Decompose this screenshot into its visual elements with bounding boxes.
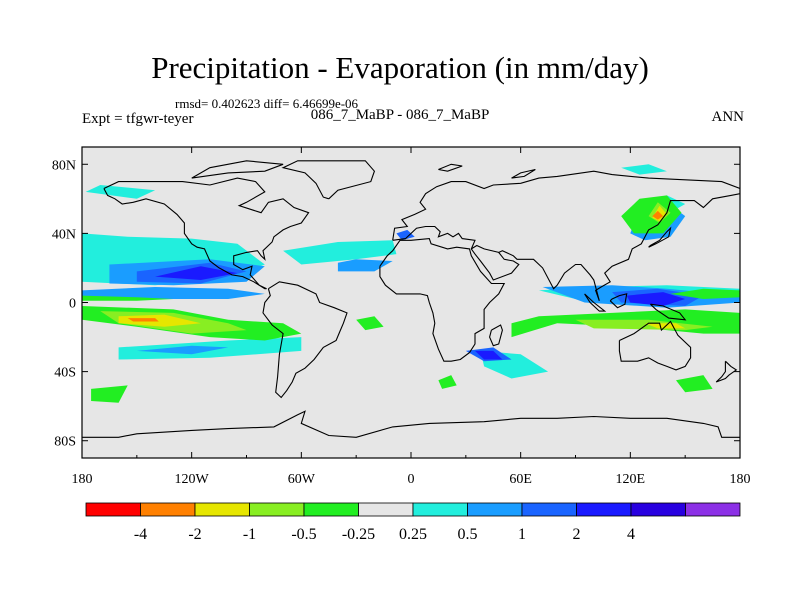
colorbar-swatch [685,502,741,517]
field-region [136,345,229,355]
x-tick-label: 0 [408,472,415,487]
coastline [392,170,740,301]
colorbar-swatch [467,502,523,517]
colorbar-label: -4 [134,526,147,543]
coastline [511,168,536,179]
colorbar-swatch [412,502,468,517]
y-axis: 80N 40N 0 40S 80S [52,158,740,450]
colorbar-label: 2 [573,526,581,543]
colorbar-swatch [85,502,141,517]
field-contours [82,164,740,403]
field-region [118,314,201,327]
field-region [82,295,174,301]
y-tick-label: 80N [52,158,76,173]
colorbar-label: -2 [188,526,201,543]
x-tick-label: 180 [72,472,93,487]
field-region [670,288,740,299]
coastline [618,320,692,371]
field-region [396,229,415,241]
coastline [715,360,738,383]
coastline [191,160,284,179]
coastlines [82,160,740,438]
colorbar-label: 0.25 [399,526,427,543]
coastline [650,303,687,321]
field-region [356,316,384,331]
y-tick-label: 40S [54,366,76,381]
colorbar-swatch [249,502,305,517]
field-region [475,350,503,360]
colorbar-label: 1 [518,526,526,543]
coastline [584,293,607,312]
colorbar-label: -0.5 [291,526,316,543]
colorbar-label: -1 [243,526,256,543]
colorbar-swatch [303,502,359,517]
field-region [85,185,156,199]
y-tick-label: 40N [52,227,76,242]
season-label: ANN [711,109,745,125]
case-label: 086_7_MaBP - 086_7_MaBP [310,107,490,123]
coastline [82,410,740,438]
coastline [609,293,628,309]
field-region [82,287,265,299]
x-tick-label: 60W [288,472,316,487]
field-region [621,164,667,175]
colorbar-swatch [358,502,414,517]
colorbar-label: 4 [627,526,635,543]
x-tick-label: 120W [175,472,210,487]
field-region [91,385,128,403]
x-tick-label: 180 [730,472,751,487]
chart-title: Precipitation - Evaporation (in mm/day) [151,50,649,85]
y-tick-label: 0 [69,297,76,312]
coastline [262,281,348,399]
colorbar-label: -0.25 [342,526,375,543]
colorbar-swatch [194,502,250,517]
coastline [648,226,672,248]
x-tick-label: 60E [509,472,532,487]
coastline [471,244,499,253]
colorbar-label: 0.5 [458,526,478,543]
field-region [645,323,686,329]
colorbar-swatch [630,502,686,517]
field-region [337,259,393,272]
y-tick-label: 80S [54,435,76,450]
field-region [155,266,238,280]
coastline [438,163,463,172]
field-region [626,292,686,306]
coastline [103,177,310,290]
colorbar: -4 -2 -1 -0.5 -0.25 0.25 0.5 1 2 4 [85,502,741,543]
colorbar-swatch [140,502,196,517]
coastline [379,238,506,362]
coastline [281,160,376,200]
field-region [127,318,159,322]
field-region [652,210,664,220]
field-region [438,375,457,389]
field-region [676,375,713,393]
colorbar-swatch [576,502,632,517]
x-axis: 180 120W 60W 0 60E 120E 180 [72,147,751,487]
colorbar-swatch [521,502,577,517]
experiment-label: Expt = tfgwr-teyer [82,111,194,127]
x-tick-label: 120E [616,472,646,487]
field-region [283,240,397,265]
coastline [489,324,503,347]
stats-label: rmsd= 0.402623 diff= 6.46699e-06 [175,96,359,111]
